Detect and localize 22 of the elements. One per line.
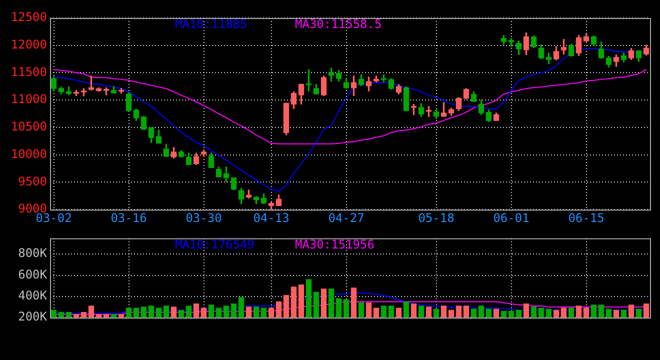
x-tick-label: 03-30 [186, 210, 222, 225]
x-tick-label: 06-01 [493, 210, 530, 225]
y-tick-label: 400K [18, 288, 48, 303]
y-tick-label: 12500 [10, 10, 47, 24]
y-tick-label: 10000 [10, 146, 47, 161]
text: MA30:11558.5 [295, 17, 382, 32]
y-tick-label: 800K [18, 246, 48, 260]
y-tick-label: 12000 [10, 37, 47, 52]
y-tick-label: 200K [18, 310, 48, 324]
y-tick-label: 11000 [10, 92, 47, 106]
x-tick-label: 04-27 [328, 210, 364, 225]
x-tick-label: 06-15 [568, 210, 604, 225]
text: MA10:11885 [175, 17, 248, 32]
y-tick-label: 9500 [18, 174, 47, 188]
text: MA10:176549 [175, 237, 254, 252]
text: MA30:151956 [295, 237, 374, 252]
x-tick-label: 04-13 [253, 210, 290, 225]
y-tick-label: 10500 [10, 120, 47, 134]
y-tick-label: 11500 [10, 64, 47, 79]
y-tick-label: 600K [18, 267, 48, 282]
x-tick-label: 05-18 [418, 210, 454, 225]
x-tick-label: 03-16 [110, 210, 147, 225]
